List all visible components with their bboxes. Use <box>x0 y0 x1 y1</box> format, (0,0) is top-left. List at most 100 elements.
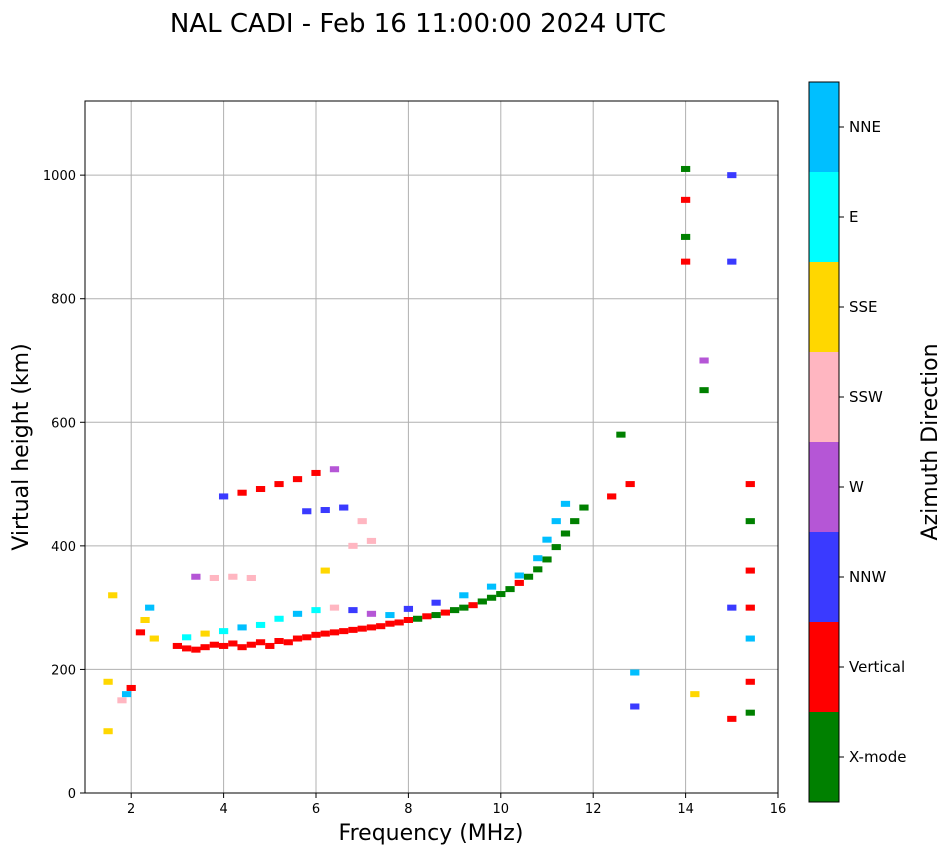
grid-lines <box>85 101 779 794</box>
echo-point <box>329 604 340 611</box>
echo-point <box>745 635 755 642</box>
echo-point <box>329 629 340 636</box>
echo-point <box>283 639 293 646</box>
echo-point <box>182 645 192 652</box>
echo-point <box>431 599 441 606</box>
echo-point <box>292 610 303 617</box>
colorbar-tick-label: SSW <box>849 388 883 406</box>
echo-point <box>505 586 515 593</box>
echo-point <box>680 233 691 240</box>
colorbar-tick-label: Vertical <box>849 658 905 676</box>
echo-point <box>218 628 229 635</box>
x-tick-label: 4 <box>219 802 227 817</box>
echo-point <box>440 609 450 616</box>
colorbar-tick-label: SSE <box>849 298 878 316</box>
echo-point <box>385 612 395 619</box>
echo-point <box>630 669 640 676</box>
echo-point <box>357 518 367 525</box>
echo-point <box>292 635 303 642</box>
echo-point <box>680 258 691 265</box>
echo-point <box>486 594 497 601</box>
echo-point <box>339 628 349 635</box>
echo-point <box>117 697 127 704</box>
chart-title: NAL CADI - Feb 16 11:00:00 2024 UTC <box>170 9 666 39</box>
echo-point <box>449 607 460 614</box>
echo-point <box>320 507 330 514</box>
echo-point <box>745 678 755 685</box>
echo-point <box>200 644 210 651</box>
colorbar-tick-label: E <box>849 208 858 226</box>
echo-point <box>727 604 737 611</box>
echo-point <box>680 165 691 172</box>
echo-point <box>394 619 404 626</box>
echo-point <box>690 691 700 698</box>
y-axis-ticks: 0 200 400 600 800 1000 <box>43 169 85 802</box>
y-tick-label: 400 <box>51 540 76 555</box>
echo-point <box>514 572 524 579</box>
echo-point <box>311 469 321 476</box>
echo-point <box>320 567 330 574</box>
echo-point <box>265 642 275 649</box>
y-tick-label: 1000 <box>43 169 76 184</box>
echo-point <box>403 617 414 623</box>
colorbar-tick-label: X-mode <box>849 748 906 766</box>
echo-point <box>745 518 755 525</box>
echo-point <box>745 481 755 488</box>
echo-point <box>459 604 469 611</box>
echo-point <box>329 466 340 473</box>
echo-point <box>218 642 229 649</box>
echo-point <box>246 641 256 648</box>
echo-point <box>727 258 737 265</box>
echo-point <box>320 630 330 637</box>
echo-point <box>135 629 146 636</box>
y-tick-label: 200 <box>51 663 76 678</box>
echo-point <box>348 607 358 614</box>
echo-point <box>348 626 358 633</box>
echo-point <box>121 691 132 698</box>
echo-point <box>218 493 229 500</box>
echo-point <box>745 709 755 716</box>
y-tick-label: 600 <box>51 416 76 431</box>
echo-point <box>172 642 183 649</box>
colorbar-segment <box>809 172 839 262</box>
echo-point <box>468 602 478 609</box>
echo-point <box>459 592 469 599</box>
colorbar-segment <box>809 442 839 532</box>
echo-point <box>149 635 159 642</box>
colorbar-tick-label: NNW <box>849 568 886 586</box>
echo-point <box>560 530 571 537</box>
echo-point <box>514 579 524 586</box>
echo-point <box>145 604 155 611</box>
x-tick-label: 2 <box>127 802 135 817</box>
echo-point <box>255 486 266 493</box>
echo-point <box>255 639 266 646</box>
echo-point <box>209 574 219 581</box>
echo-point <box>140 617 150 623</box>
x-tick-label: 10 <box>493 802 510 817</box>
echo-point <box>237 644 247 651</box>
echo-point <box>103 728 113 735</box>
echo-point <box>339 504 349 511</box>
echo-point <box>311 607 321 614</box>
echo-point <box>533 566 543 573</box>
y-tick-label: 800 <box>51 293 76 308</box>
echo-point <box>431 612 441 619</box>
echo-point <box>625 481 635 488</box>
echo-point <box>108 592 118 599</box>
echo-point <box>551 544 561 551</box>
echo-point <box>302 634 312 641</box>
colorbar-segment <box>809 622 839 712</box>
colorbar-segment <box>809 82 839 172</box>
echo-point <box>228 573 238 580</box>
echo-point <box>292 476 303 483</box>
echo-point <box>191 646 201 653</box>
colorbar-segment <box>809 712 839 802</box>
echo-point <box>699 357 709 364</box>
echo-point <box>209 641 219 648</box>
y-axis-label: Virtual height (km) <box>9 343 34 550</box>
echo-point <box>680 196 691 203</box>
echo-point <box>348 542 358 549</box>
echo-point <box>302 508 312 515</box>
colorbar-segment <box>809 262 839 352</box>
